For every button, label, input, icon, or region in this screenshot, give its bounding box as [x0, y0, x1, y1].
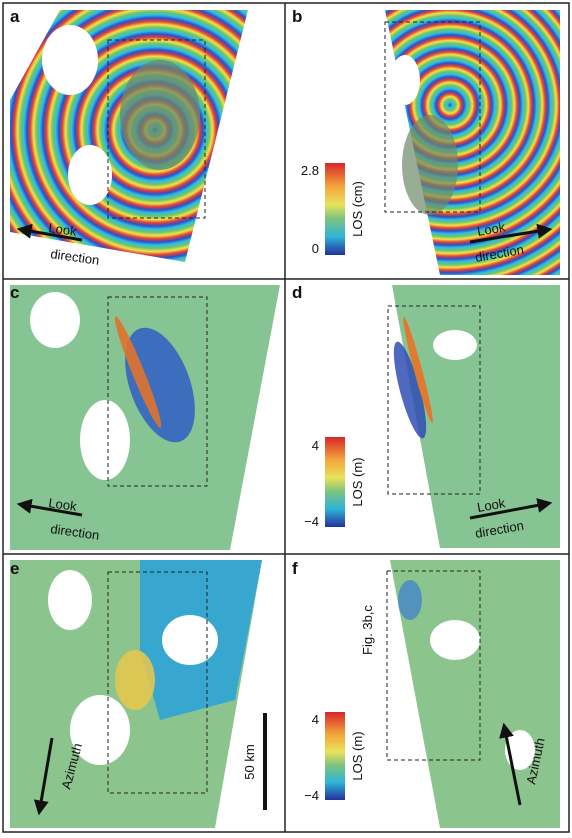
- lake: [42, 25, 98, 95]
- panel-label: d: [292, 283, 302, 302]
- colorbar-tick: 4: [312, 712, 319, 727]
- arrow-text: Look: [48, 495, 78, 514]
- arrow-text: Look: [476, 495, 507, 515]
- colorbar-label: LOS (m): [350, 457, 365, 506]
- arrow-text: direction: [50, 246, 101, 268]
- lake: [48, 570, 92, 630]
- azimuth-arrow: [499, 722, 522, 806]
- subsidence: [393, 341, 427, 439]
- dense-fringes: [120, 60, 200, 170]
- lake: [162, 615, 218, 665]
- panel-label: f: [292, 559, 298, 578]
- panel-d: 4 −4 LOS (m) Look direction d: [292, 283, 560, 548]
- colorbar-tick: 2.8: [301, 163, 319, 178]
- panel-f: Fig. 3b,c 4 −4 LOS (m) Azimuth f: [292, 559, 560, 828]
- colorbar-tick: −4: [304, 514, 319, 529]
- arrow-text: Look: [48, 220, 78, 239]
- positive-region: [115, 650, 155, 710]
- arrow-text: direction: [50, 521, 101, 543]
- colorbar: [325, 163, 345, 255]
- lake: [30, 292, 80, 348]
- panel-e: Azimuth 50 km e: [10, 559, 267, 828]
- region-box: [107, 296, 208, 487]
- region-box: [386, 570, 481, 761]
- region-box: [107, 39, 206, 219]
- colorbar-tick: −4: [304, 788, 319, 803]
- look-arrow: [469, 498, 553, 520]
- scale-label: 50 km: [242, 744, 257, 779]
- lake: [390, 55, 420, 105]
- look-arrow: [469, 223, 553, 244]
- colorbar-tick: 4: [312, 438, 319, 453]
- lake: [68, 145, 112, 205]
- lake: [70, 695, 130, 765]
- negative-region: [398, 580, 422, 620]
- displacement-map: [392, 285, 560, 548]
- azimuth-arrow: [33, 737, 54, 816]
- uplift: [114, 316, 162, 428]
- region-box: [107, 571, 208, 794]
- lake: [430, 620, 480, 660]
- panel-label: a: [10, 7, 20, 26]
- region-box: [387, 305, 481, 495]
- uplift: [403, 316, 433, 424]
- look-arrow: [16, 223, 83, 242]
- colorbar-tick: 0: [312, 241, 319, 256]
- look-arrow: [16, 498, 83, 517]
- colorbar-label: LOS (cm): [350, 181, 365, 237]
- panel-label: b: [292, 7, 302, 26]
- lake: [80, 400, 130, 480]
- panel-label: c: [10, 283, 19, 302]
- colorbar: [325, 437, 345, 527]
- lake: [433, 330, 477, 360]
- colorbar-label: LOS (m): [350, 731, 365, 780]
- panel-a: Look direction a: [10, 7, 248, 268]
- panel-label: e: [10, 559, 19, 578]
- region-box: [384, 21, 481, 213]
- panel-b: 2.8 0 LOS (cm) Look direction b: [292, 7, 560, 275]
- panel-c: Look direction c: [10, 283, 280, 550]
- arrow-text: Look: [476, 219, 507, 239]
- box-label: Fig. 3b,c: [360, 605, 375, 655]
- dense-fringes: [402, 115, 458, 215]
- colorbar: [325, 712, 345, 800]
- subsidence: [125, 327, 195, 443]
